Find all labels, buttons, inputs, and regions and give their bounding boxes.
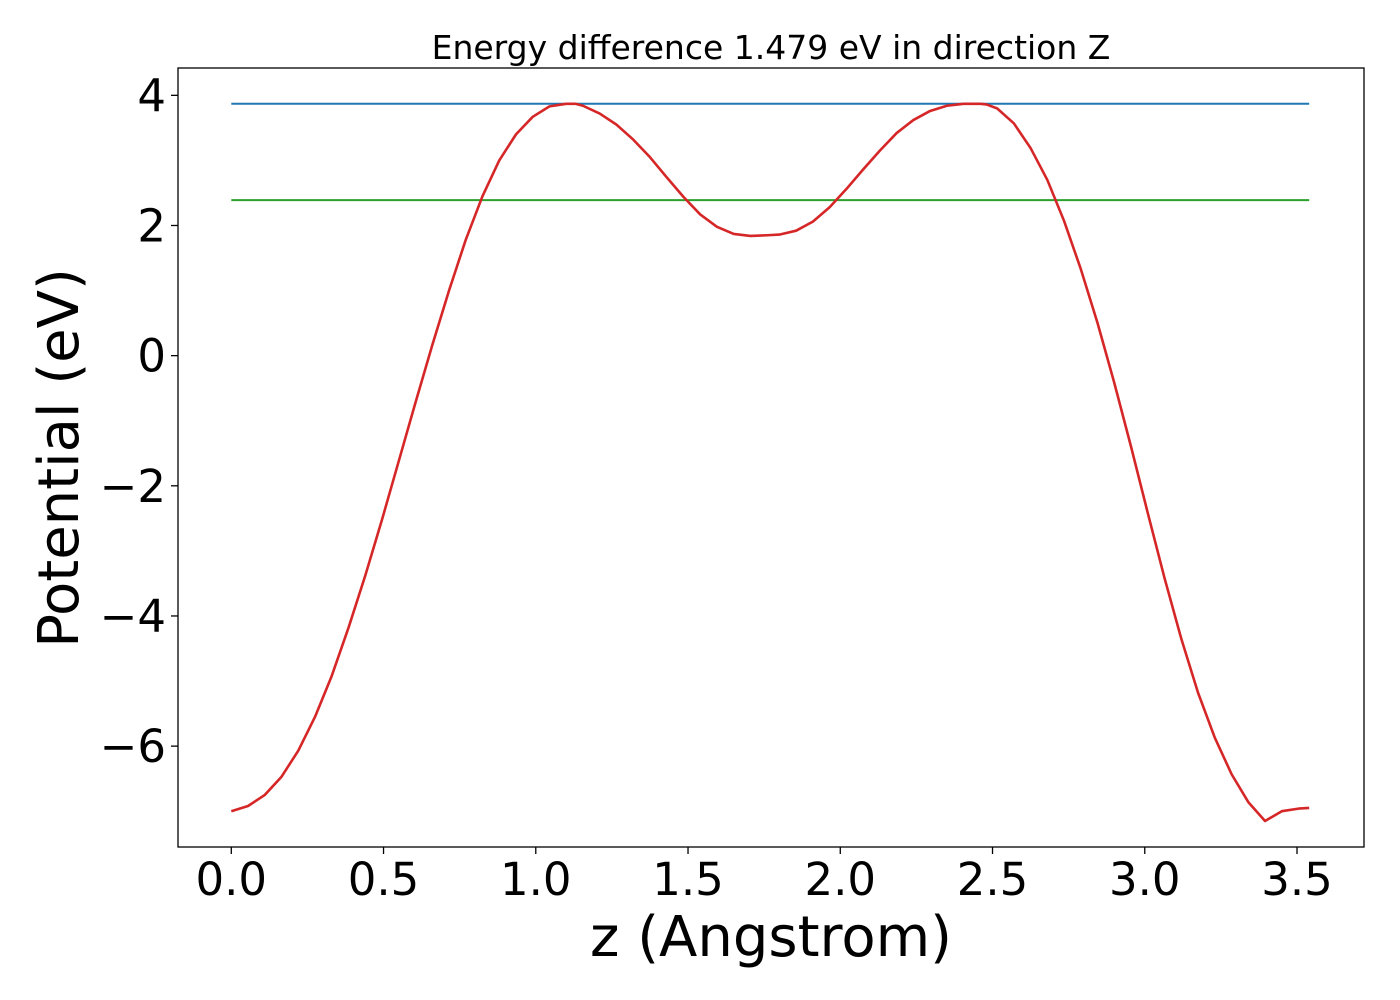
x-axis: 0.0 0.5 1.0 1.5 2.0 2.5 3.0 3.5 bbox=[195, 847, 1333, 906]
plot-frame bbox=[177, 67, 1365, 848]
chart-title: Energy difference 1.479 eV in direction … bbox=[432, 28, 1111, 67]
x-tick-label: 2.0 bbox=[804, 853, 876, 906]
y-tick-label: 0 bbox=[137, 330, 166, 383]
y-tick-label: 2 bbox=[137, 199, 166, 252]
x-tick-label: 1.5 bbox=[652, 853, 724, 906]
x-tick-label: 3.5 bbox=[1261, 853, 1333, 906]
y-axis-title: Potential (eV) bbox=[27, 268, 92, 648]
y-axis: −6 −4 −2 0 2 4 bbox=[100, 69, 178, 773]
series-layer bbox=[230, 102, 1310, 823]
y-tick-label: −2 bbox=[100, 460, 166, 513]
x-axis-title: z (Angstrom) bbox=[590, 905, 952, 970]
x-tick-label: 0.5 bbox=[348, 853, 420, 906]
x-tick-label: 2.5 bbox=[957, 853, 1029, 906]
y-tick-label: −4 bbox=[100, 590, 166, 643]
series-line-0 bbox=[230, 102, 1310, 823]
plot-area bbox=[177, 67, 1365, 848]
y-tick-label: −6 bbox=[100, 720, 166, 773]
x-tick-label: 1.0 bbox=[500, 853, 572, 906]
x-tick-label: 0.0 bbox=[195, 853, 267, 906]
y-tick-label: 4 bbox=[137, 69, 166, 122]
x-tick-label: 3.0 bbox=[1109, 853, 1181, 906]
